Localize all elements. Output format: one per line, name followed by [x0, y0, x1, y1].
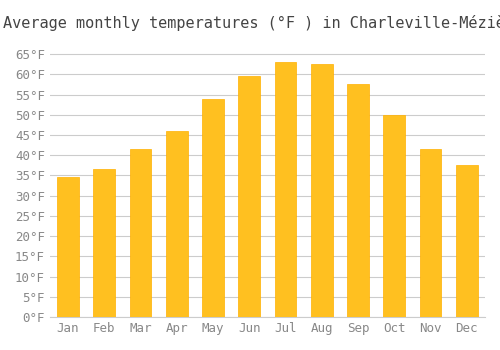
- Bar: [202, 99, 224, 317]
- Bar: [94, 169, 115, 317]
- Bar: [238, 76, 260, 317]
- Bar: [311, 64, 332, 317]
- Bar: [420, 149, 442, 317]
- Bar: [166, 131, 188, 317]
- Bar: [384, 115, 405, 317]
- Bar: [456, 165, 477, 317]
- Title: Average monthly temperatures (°F ) in Charleville-Mézières: Average monthly temperatures (°F ) in Ch…: [3, 15, 500, 31]
- Bar: [347, 84, 369, 317]
- Bar: [57, 177, 79, 317]
- Bar: [130, 149, 152, 317]
- Bar: [274, 62, 296, 317]
